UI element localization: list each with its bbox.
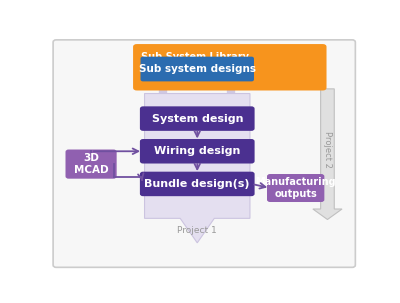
FancyBboxPatch shape [133,44,326,91]
FancyBboxPatch shape [66,149,117,179]
FancyBboxPatch shape [267,174,324,202]
Text: System design: System design [152,114,243,124]
FancyBboxPatch shape [140,106,254,131]
FancyBboxPatch shape [140,172,254,196]
Text: Bundle design(s): Bundle design(s) [144,179,250,189]
Polygon shape [144,94,250,243]
Text: 3D
MCAD: 3D MCAD [74,153,108,175]
Text: Project 2: Project 2 [323,131,332,168]
Text: Sub system designs: Sub system designs [139,64,256,74]
Text: Project 1: Project 1 [177,226,217,235]
FancyBboxPatch shape [140,139,254,164]
Text: Sub System Library: Sub System Library [142,52,250,62]
Text: Manufacturing
outputs: Manufacturing outputs [255,177,336,199]
Text: Wiring design: Wiring design [154,146,240,156]
FancyBboxPatch shape [140,57,254,82]
Polygon shape [313,89,342,219]
FancyBboxPatch shape [53,40,355,267]
